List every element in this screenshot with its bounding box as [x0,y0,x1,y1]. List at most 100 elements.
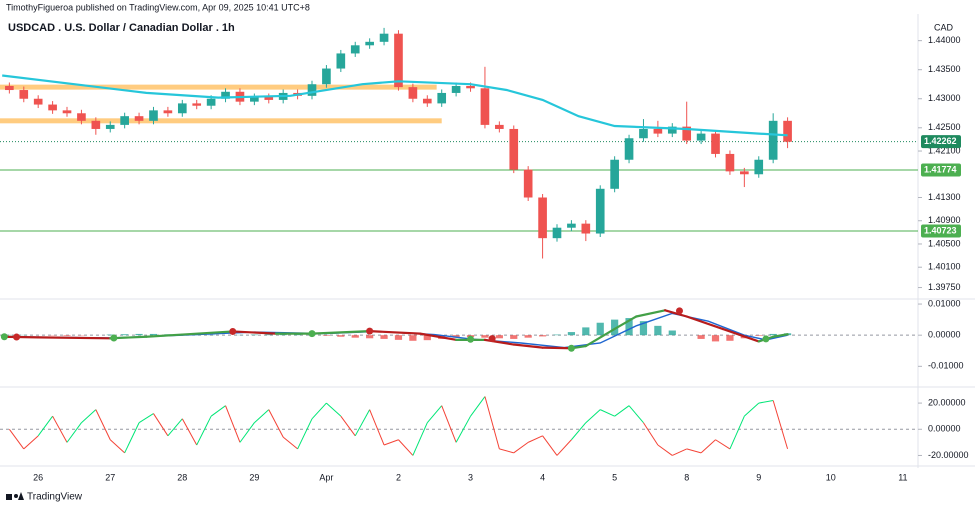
histogram-bar [582,327,590,336]
oscillator-segment [340,415,356,437]
x-tick-label: 28 [177,472,187,482]
histogram-bar [351,335,359,338]
oscillator-segment [729,415,745,450]
oscillator-segment [95,409,111,440]
candle-body [437,92,447,104]
y-tick-label: 1.40900 [928,215,961,225]
fast-line-segment [541,346,573,350]
oscillator-segment [556,439,572,456]
x-tick-label: 29 [249,472,259,482]
signal-dot [762,335,770,343]
fast-line-segment [368,330,422,335]
oscillator-segment [571,422,587,441]
candle-body [307,84,317,96]
x-tick-label: 27 [105,472,115,482]
fast-line-segment [231,330,278,335]
fast-line-segment [663,309,688,318]
histogram-bar [423,335,431,341]
histogram-bar [380,335,388,339]
x-tick-label: 2 [396,472,401,482]
candle-body [19,90,29,99]
signal-dot [675,307,683,315]
histogram-bar [135,333,143,336]
histogram-bar [553,334,561,336]
oscillator-segment [8,428,25,450]
candle-body [495,124,504,129]
histogram-bar [63,335,71,336]
y-tick-label: 0.00000 [928,424,961,434]
histogram-bar [625,318,633,336]
y-tick-label: 20.00000 [928,397,966,407]
candle-body [62,110,72,114]
histogram-bar [668,330,676,336]
oscillator-segment [254,409,270,424]
oscillator-segment [138,413,154,424]
candle-body [394,33,403,88]
histogram-bar [654,325,662,336]
y-tick-label: -0.01000 [928,361,964,371]
candle-body [653,128,663,134]
y-tick-label: 1.40100 [928,262,961,272]
oscillator-segment [700,439,716,454]
oscillator-segment [109,439,125,454]
fast-line-segment [512,343,544,349]
histogram-bar [366,335,374,339]
fast-line-segment [635,309,667,318]
oscillator-segment [441,405,457,443]
candle-body [33,98,43,105]
fast-line-segment [685,315,724,331]
candle-body [567,223,576,228]
histogram-bar [524,335,532,338]
signal-dot [567,344,575,352]
x-tick-label: 11 [898,472,907,482]
fast-line-segment [145,333,184,338]
histogram-bar [337,335,345,337]
histogram-bar [611,319,619,336]
oscillator-segment [628,405,644,424]
candle-body [120,116,129,125]
oscillator-segment [426,405,443,424]
candle-body [523,169,533,198]
y-tick-label: 0.00000 [928,330,961,340]
candle-body [365,41,374,46]
signal-dot [0,333,8,341]
candle-body [711,133,720,154]
candle-body [77,113,86,121]
moving-average [2,74,788,137]
candle-body [768,120,778,160]
candle-body [336,53,346,69]
histogram-bar [711,335,720,342]
signal-dot [467,335,475,343]
oscillator-segment [167,418,183,437]
histogram-bar [567,332,576,336]
candle-body [725,153,735,172]
author-line: TimothyFigueroa published on TradingView… [6,2,310,12]
fast-line-segment [584,327,616,348]
oscillator-segment [297,418,313,450]
x-tick-label: 5 [612,472,617,482]
candle-body [696,133,706,141]
histogram-bar [265,334,273,336]
oscillator-segment [499,448,514,454]
y-tick-label: 1.43000 [928,93,961,103]
oscillator-segment [124,422,140,454]
candle-body [250,97,259,102]
y-tick-label: -20.00000 [928,450,969,460]
candle-body [408,87,418,99]
x-tick-label: 8 [684,472,689,482]
candle-body [595,188,605,234]
y-tick-label: 0.01000 [928,298,961,308]
candle-body [206,98,216,106]
histogram-bar [697,335,705,339]
candle-body [581,223,591,234]
oscillator-segment [383,439,399,446]
oscillator-segment [239,422,255,443]
candle-body [783,120,792,142]
histogram-bar [538,335,547,337]
candle-body [422,98,432,104]
oscillator-segment [412,422,428,456]
candle-body [105,124,115,129]
oscillator-segment [484,396,500,450]
candle-body [639,128,648,139]
